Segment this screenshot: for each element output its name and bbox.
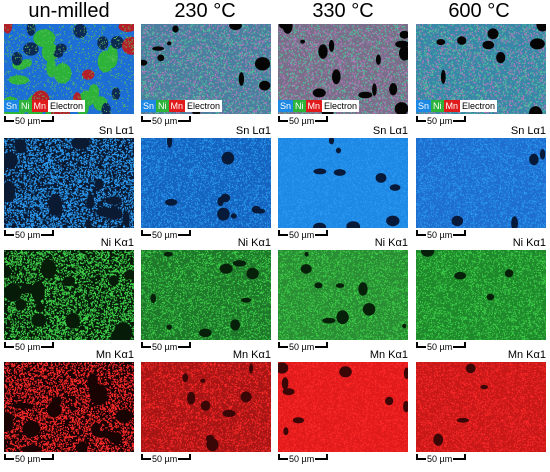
scale-bar: 50 µm	[416, 230, 466, 242]
eds-map-sn-230c	[141, 138, 271, 228]
scale-bar: 50 µm	[416, 116, 466, 128]
legend-ni: Ni	[293, 100, 306, 112]
element-legend: Sn Ni Mn Electron	[4, 100, 86, 112]
legend-electron: Electron	[48, 100, 86, 112]
legend-sn: Sn	[416, 100, 432, 112]
eds-map-composite-600c	[416, 24, 546, 114]
eds-map-mn-unmilled	[4, 362, 134, 452]
eds-map-mn-600c	[416, 362, 546, 452]
legend-mn: Mn	[31, 100, 49, 112]
eds-map-ni-unmilled	[4, 250, 134, 340]
element-label-ni-330c: Ni Kα1	[374, 237, 408, 249]
element-label-ni-600c: Ni Kα1	[512, 237, 546, 249]
legend-electron: Electron	[460, 100, 498, 112]
legend-sn: Sn	[278, 100, 294, 112]
eds-map-composite-230c	[141, 24, 271, 114]
column-title-230c: 230 °C	[174, 0, 236, 22]
scale-bar: 50 µm	[141, 116, 191, 128]
legend-sn: Sn	[4, 100, 20, 112]
scale-bar-label: 50 µm	[151, 342, 179, 352]
legend-mn: Mn	[305, 100, 323, 112]
scale-bar: 50 µm	[4, 230, 54, 242]
scale-bar-label: 50 µm	[14, 116, 42, 126]
scale-bar: 50 µm	[416, 454, 466, 466]
legend-ni: Ni	[156, 100, 169, 112]
eds-map-sn-330c	[278, 138, 408, 228]
scale-bar-label: 50 µm	[288, 454, 316, 464]
scale-bar: 50 µm	[4, 454, 54, 466]
eds-map-sn-unmilled	[4, 138, 134, 228]
element-label-sn-330c: Sn Lα1	[372, 125, 408, 137]
eds-map-ni-600c	[416, 250, 546, 340]
scale-bar: 50 µm	[416, 342, 466, 354]
legend-electron: Electron	[322, 100, 360, 112]
scale-bar: 50 µm	[141, 342, 191, 354]
element-label-mn-230c: Mn Kα1	[232, 349, 271, 361]
scale-bar-label: 50 µm	[14, 342, 42, 352]
eds-map-mn-230c	[141, 362, 271, 452]
element-label-ni-230c: Ni Kα1	[237, 237, 271, 249]
column-title-330c: 330 °C	[312, 0, 374, 22]
scale-bar: 50 µm	[278, 116, 328, 128]
eds-map-ni-230c	[141, 250, 271, 340]
scale-bar-label: 50 µm	[426, 116, 454, 126]
scale-bar-label: 50 µm	[426, 342, 454, 352]
eds-map-sn-600c	[416, 138, 546, 228]
eds-map-ni-330c	[278, 250, 408, 340]
legend-sn: Sn	[141, 100, 157, 112]
element-label-ni-unmilled: Ni Kα1	[100, 237, 134, 249]
scale-bar-label: 50 µm	[288, 230, 316, 240]
scale-bar: 50 µm	[4, 116, 54, 128]
legend-ni: Ni	[431, 100, 444, 112]
column-title-600c: 600 °C	[448, 0, 510, 22]
element-label-sn-unmilled: Sn Lα1	[98, 125, 134, 137]
element-label-mn-330c: Mn Kα1	[369, 349, 408, 361]
scale-bar-label: 50 µm	[288, 116, 316, 126]
element-label-sn-230c: Sn Lα1	[235, 125, 271, 137]
scale-bar-label: 50 µm	[151, 454, 179, 464]
element-label-mn-600c: Mn Kα1	[507, 349, 546, 361]
element-legend: Sn Ni Mn Electron	[416, 100, 498, 112]
eds-map-composite-unmilled	[4, 24, 134, 114]
scale-bar-label: 50 µm	[288, 342, 316, 352]
scale-bar-label: 50 µm	[151, 230, 179, 240]
element-legend: Sn Ni Mn Electron	[141, 100, 223, 112]
element-legend: Sn Ni Mn Electron	[278, 100, 360, 112]
scale-bar: 50 µm	[141, 454, 191, 466]
eds-map-mn-330c	[278, 362, 408, 452]
column-title-unmilled: un-milled	[28, 0, 110, 22]
scale-bar-label: 50 µm	[426, 230, 454, 240]
eds-map-composite-330c	[278, 24, 408, 114]
legend-ni: Ni	[19, 100, 32, 112]
element-label-sn-600c: Sn Lα1	[510, 125, 546, 137]
scale-bar-label: 50 µm	[426, 454, 454, 464]
legend-mn: Mn	[443, 100, 461, 112]
scale-bar: 50 µm	[278, 230, 328, 242]
scale-bar-label: 50 µm	[14, 454, 42, 464]
scale-bar: 50 µm	[4, 342, 54, 354]
legend-mn: Mn	[168, 100, 186, 112]
element-label-mn-unmilled: Mn Kα1	[95, 349, 134, 361]
scale-bar: 50 µm	[278, 454, 328, 466]
scale-bar: 50 µm	[278, 342, 328, 354]
legend-electron: Electron	[185, 100, 223, 112]
scale-bar-label: 50 µm	[14, 230, 42, 240]
scale-bar-label: 50 µm	[151, 116, 179, 126]
scale-bar: 50 µm	[141, 230, 191, 242]
